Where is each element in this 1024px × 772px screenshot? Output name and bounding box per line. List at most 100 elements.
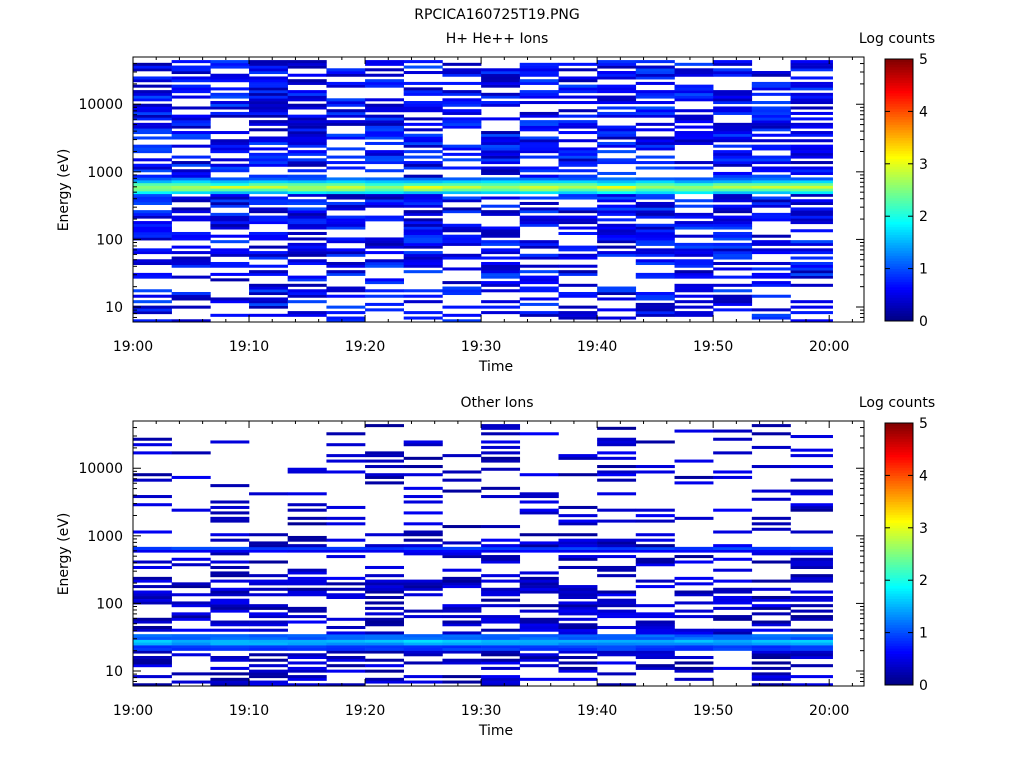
x-axis: 19:00 19:10 19:20 19:30 19:40 19:50 20:00 — [113, 421, 853, 719]
heatmap-cell — [210, 264, 250, 268]
heatmap-cell — [481, 544, 521, 548]
heatmap-cell — [403, 636, 443, 640]
colorbar-step — [885, 436, 913, 440]
heatmap-cell — [287, 188, 327, 192]
heatmap-cell — [519, 302, 559, 306]
colorbar-step — [885, 666, 913, 670]
heatmap-cell — [133, 128, 172, 132]
heatmap-cell — [171, 680, 211, 684]
heatmap-cell — [790, 598, 833, 602]
heatmap-cell — [287, 576, 327, 580]
heatmap-cell — [597, 245, 637, 249]
colorbar-step — [885, 103, 913, 107]
heatmap-cell — [287, 92, 327, 96]
heatmap-cell — [442, 639, 482, 643]
heatmap-cell — [249, 199, 288, 203]
heatmap-cells — [133, 60, 833, 323]
heatmap-cell — [519, 147, 559, 151]
heatmap-cell — [365, 585, 404, 589]
heatmap-cell — [751, 661, 791, 665]
heatmap-cell — [558, 595, 598, 599]
heatmap-cell — [481, 212, 521, 216]
heatmap-cell — [751, 201, 791, 205]
heatmap-cell — [597, 95, 637, 99]
heatmap-cell — [171, 120, 211, 124]
heatmap-cell — [365, 308, 404, 312]
heatmap-cell — [713, 161, 753, 165]
colorbar-step — [885, 603, 913, 607]
heatmap-cell — [326, 223, 366, 227]
heatmap-cell — [442, 256, 482, 260]
heatmap-cell — [635, 155, 675, 159]
heatmap-cell — [326, 193, 366, 197]
heatmap-cell — [674, 655, 714, 660]
heatmap-cell — [442, 609, 482, 613]
heatmap-cell — [597, 426, 637, 430]
heatmap-cell — [210, 546, 250, 550]
heatmap-cell — [365, 182, 404, 186]
heatmap-cell — [481, 647, 521, 651]
heatmap-cell — [171, 196, 211, 200]
heatmap-cell — [635, 297, 675, 301]
heatmap-cell — [133, 248, 172, 252]
heatmap-cell — [442, 234, 482, 238]
heatmap-cell — [249, 302, 288, 306]
colorbar-step — [885, 237, 913, 241]
heatmap-cell — [751, 628, 791, 632]
heatmap-cell — [751, 634, 791, 638]
heatmap-cell — [558, 95, 598, 99]
heatmap-cell — [751, 133, 791, 137]
heatmap-cell — [210, 574, 250, 578]
colorbar-step — [885, 66, 913, 70]
heatmap-cell — [287, 248, 327, 252]
heatmap-cell — [403, 218, 443, 222]
heatmap-cell — [249, 161, 288, 165]
heatmap-cell — [442, 229, 482, 233]
colorbar-step — [885, 184, 913, 188]
heatmap-cell — [790, 478, 833, 482]
heatmap-cell — [635, 210, 675, 214]
colorbar-step — [885, 496, 913, 500]
heatmap-cell — [326, 576, 366, 580]
heatmap-cell — [210, 185, 250, 189]
heatmap-cell — [171, 645, 211, 649]
heatmap-cell — [403, 661, 443, 665]
heatmap-cell — [403, 546, 443, 550]
heatmap-cell — [558, 125, 598, 129]
colorbar-step — [885, 491, 913, 495]
heatmap-cell — [287, 150, 327, 154]
heatmap-cell — [635, 73, 675, 77]
x-tick-label: 19:10 — [229, 339, 269, 355]
heatmap-cell — [287, 139, 327, 143]
colorbar-step — [885, 121, 913, 125]
heatmap-cell — [403, 289, 443, 293]
heatmap-cell — [442, 623, 482, 627]
heatmap-cell — [713, 73, 753, 77]
heatmap-cell — [790, 221, 833, 225]
heatmap-cell — [674, 223, 714, 227]
heatmap-cell — [635, 291, 675, 296]
heatmap-cell — [133, 114, 172, 118]
heatmap-cell — [171, 207, 211, 211]
heatmap-cell — [403, 251, 443, 255]
heatmap-cell — [519, 125, 559, 129]
heatmap-cell — [481, 495, 521, 499]
heatmap-cell — [713, 634, 753, 638]
heatmap-cell — [558, 645, 598, 649]
heatmap-cell — [171, 261, 211, 266]
heatmap-cell — [249, 185, 288, 189]
heatmap-cell — [171, 294, 211, 298]
heatmap-cell — [481, 242, 521, 246]
heatmap-cell — [481, 267, 521, 271]
heatmap-cell — [713, 475, 753, 479]
heatmap-cell — [519, 609, 559, 613]
heatmap-cell — [210, 623, 250, 627]
heatmap-cell — [597, 661, 637, 665]
heatmap-cell — [210, 533, 250, 537]
heatmap-cell — [133, 546, 172, 550]
heatmap-cell — [249, 147, 288, 151]
heatmap-cell — [249, 114, 288, 118]
heatmap-cell — [481, 590, 521, 594]
colorbar-step — [885, 506, 913, 510]
heatmap-cell — [674, 642, 714, 646]
